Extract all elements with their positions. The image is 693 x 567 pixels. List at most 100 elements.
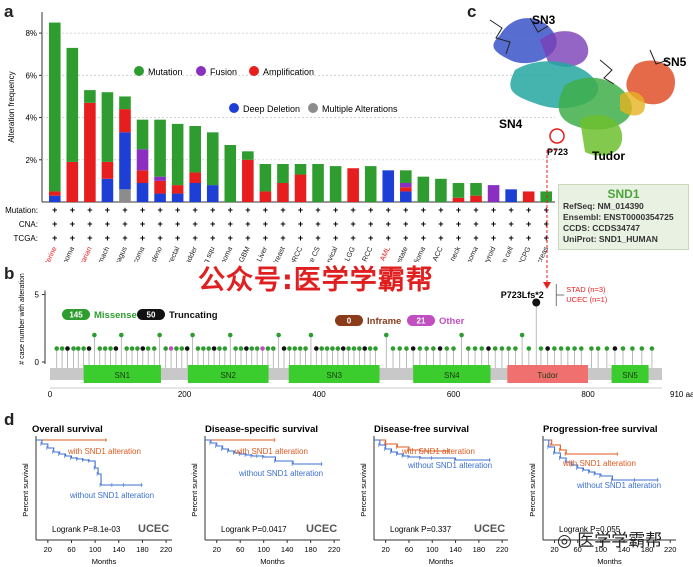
lollipop-head <box>244 346 249 351</box>
lollipop-head <box>270 346 276 351</box>
km-y-axis-title: Percent survival <box>359 463 368 517</box>
lollipop-head <box>238 346 244 351</box>
km-x-tick-label: 60 <box>574 545 582 554</box>
bar-segment <box>452 183 465 198</box>
km-series-label-without: without SND1 alteration <box>238 469 323 478</box>
km-x-tick-label: 60 <box>67 545 75 554</box>
km-series-label-without: without SND1 alteration <box>576 481 661 490</box>
cna-row-mark: + <box>210 219 215 229</box>
bar-segment <box>48 195 61 202</box>
lollipop-head <box>265 346 271 351</box>
mutation-row-mark: + <box>245 205 250 215</box>
tcga-row-mark: + <box>526 233 531 243</box>
km-series-label-with: with SND1 alteration <box>234 447 308 456</box>
domain-sn5 <box>611 365 649 383</box>
km-x-tick-label: 180 <box>473 545 486 554</box>
lollipop-head <box>233 346 238 351</box>
km-curve <box>374 439 450 452</box>
bar-segment <box>329 166 342 202</box>
km-curve <box>374 439 491 461</box>
tcga-row-mark: + <box>421 233 426 243</box>
tcga-row-mark: + <box>508 233 513 243</box>
domain-label: SN1 <box>115 371 131 380</box>
lollipop-head <box>179 346 185 351</box>
protein-refseq: RefSeq: NM_014390 <box>563 201 644 211</box>
bar-segment <box>84 90 96 103</box>
lollipop-head <box>565 346 571 351</box>
legend-pill <box>335 315 363 326</box>
tcga-row-mark: + <box>351 233 356 243</box>
cna-row-mark: + <box>122 219 127 229</box>
b-x-tick-label: 400 <box>312 390 326 399</box>
lollipop-head <box>630 346 635 351</box>
mutation-row-mark: + <box>298 205 303 215</box>
alteration-frequency-chart: 2%4%6%8%Alteration frequency +++Uterine+… <box>5 12 555 262</box>
lollipop-head <box>472 346 478 351</box>
bar-segment <box>242 159 254 202</box>
tcga-row-mark: + <box>280 233 285 243</box>
lollipop-head <box>424 346 429 351</box>
bar-segment <box>206 185 219 202</box>
cna-row-mark: + <box>473 219 478 229</box>
b-y-axis-title: # case number with alteration <box>19 273 26 365</box>
bar-segment <box>277 183 289 202</box>
km-x-tick-label: 20 <box>44 545 52 554</box>
bar-segment <box>505 189 517 202</box>
bar-segment <box>259 191 272 202</box>
bar-segment <box>189 126 201 173</box>
a-y-tick-label: 4% <box>25 114 37 123</box>
mutation-row-mark: + <box>87 205 92 215</box>
lollipop-head <box>595 346 601 351</box>
km-x-tick-label: 60 <box>405 545 413 554</box>
km-x-axis-title: Months <box>260 557 285 566</box>
cna-row-mark: + <box>491 219 496 229</box>
bar-segment <box>154 180 166 194</box>
lollipop-head <box>65 346 70 351</box>
lollipop-head <box>81 346 86 351</box>
bar-segment <box>277 164 289 183</box>
bar-segment <box>136 183 149 202</box>
lollipop-head <box>118 332 124 338</box>
mutation-row-mark: + <box>473 205 478 215</box>
bar-segment <box>400 191 412 202</box>
cna-row-mark: + <box>315 219 320 229</box>
lollipop-head <box>184 346 190 351</box>
lollipop-head <box>466 346 471 351</box>
lollipop-head <box>254 346 260 351</box>
km-logrank: Logrank P=8.1e-03 <box>52 525 121 534</box>
hotspot-head <box>532 298 541 307</box>
a-y-tick-label: 6% <box>25 71 37 80</box>
mutation-row-mark: + <box>228 205 233 215</box>
b-y-tick-label: 5 <box>35 291 40 300</box>
tcga-row-mark: + <box>175 233 180 243</box>
mutation-row-mark: + <box>157 205 162 215</box>
hotspot-annotation: UCEC (n=1) <box>566 295 608 304</box>
legend-amplification-swatch <box>249 66 259 76</box>
bar-segment <box>364 166 377 202</box>
bar-segment <box>189 183 201 202</box>
mutation-row-mark: + <box>386 205 391 215</box>
bar-segment <box>435 178 447 202</box>
cna-row-mark: + <box>193 219 198 229</box>
bar-segment <box>189 172 201 183</box>
lollipop-head <box>201 346 206 351</box>
lollipop-head <box>206 346 212 351</box>
bar-segment <box>136 119 149 150</box>
mutation-row-mark: + <box>526 205 531 215</box>
lollipop-head <box>217 346 222 351</box>
bar-segment <box>154 176 166 181</box>
km-x-tick-label: 180 <box>136 545 149 554</box>
lollipop-head <box>292 346 298 351</box>
a-y-tick-label: 2% <box>25 156 37 165</box>
km-badge: UCEC <box>474 523 505 535</box>
bar-segment <box>540 191 553 202</box>
bar-segment <box>347 168 359 202</box>
structure-label-sn4: SN4 <box>499 117 523 131</box>
mutation-row-mark: + <box>421 205 426 215</box>
cna-row-mark: + <box>87 219 92 229</box>
domain-label: Tudor <box>537 371 558 380</box>
cna-row-mark: + <box>157 219 162 229</box>
watermark-logo-text: 医学学霸帮 <box>577 531 663 551</box>
cna-row-mark: + <box>280 219 285 229</box>
lollipop-head <box>92 332 97 338</box>
